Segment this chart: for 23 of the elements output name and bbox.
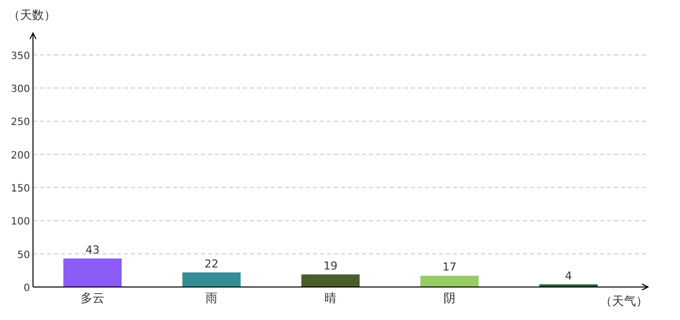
- bar: [182, 272, 241, 287]
- x-axis-title: （天气）: [600, 294, 648, 308]
- bar: [420, 276, 479, 287]
- data-label: 4: [565, 269, 572, 282]
- data-label: 19: [324, 259, 338, 272]
- x-tick-label: 晴: [324, 291, 336, 305]
- y-tick-label: 50: [17, 250, 30, 261]
- bar: [301, 274, 360, 287]
- y-tick-label: 350: [10, 50, 30, 62]
- y-tick-label: 0: [24, 283, 30, 294]
- y-tick-label: 100: [10, 216, 30, 228]
- data-label: 43: [86, 243, 100, 256]
- y-axis-title: （天数）: [8, 8, 56, 22]
- y-tick-label: 200: [10, 150, 30, 162]
- y-tick-label: 250: [10, 117, 30, 128]
- y-tick-label: 150: [10, 184, 30, 195]
- bar: [63, 258, 122, 287]
- data-label: 17: [442, 260, 456, 274]
- x-tick-label: 多云: [80, 291, 104, 305]
- x-tick-label: 雨: [206, 291, 218, 305]
- data-label: 22: [204, 257, 218, 270]
- y-tick-label: 300: [10, 84, 30, 96]
- x-tick-label: 阴: [444, 291, 456, 305]
